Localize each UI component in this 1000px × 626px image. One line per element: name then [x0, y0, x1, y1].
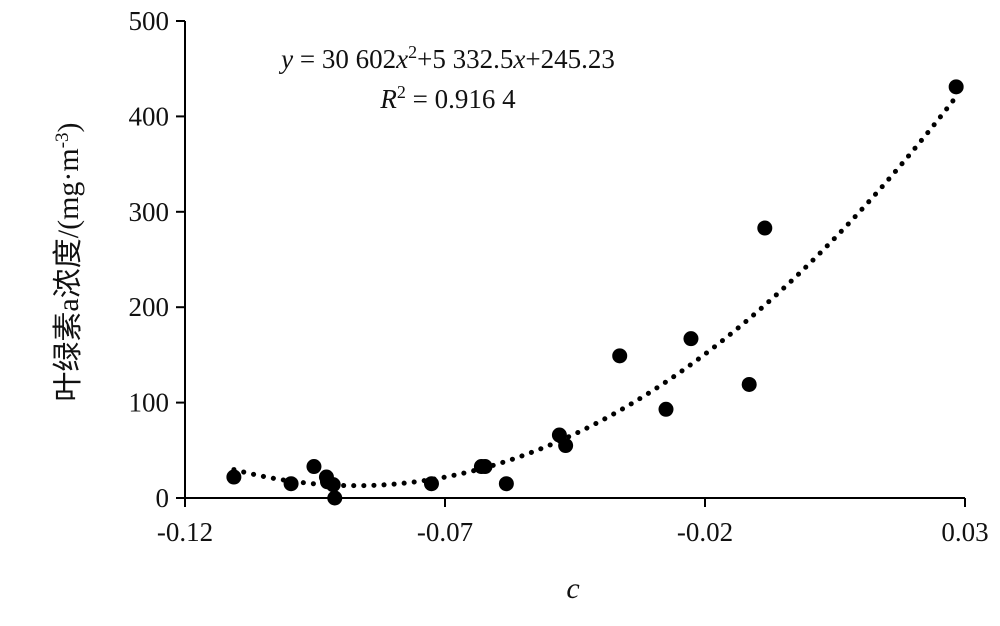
trendline: [231, 94, 959, 489]
y-axis-title: 叶绿素a浓度/(mg·m-3): [52, 122, 86, 401]
data-points: [226, 79, 964, 506]
y-axis-title-exponent: -3: [52, 132, 73, 148]
data-point: [948, 79, 964, 95]
data-point: [558, 438, 574, 454]
r2-exponent: 2: [397, 82, 406, 102]
ticks: 0 100 200 300 400 500 -0.12 -0.07 -0.02 0.03: [129, 6, 989, 547]
axes: [184, 21, 965, 499]
x-tick-label: -0.07: [417, 517, 473, 547]
data-point: [226, 469, 242, 485]
x-axis-title: c: [566, 572, 579, 605]
y-tick-label: 100: [129, 388, 170, 418]
equation-x-var: x: [512, 44, 525, 74]
equation-x-var: x: [395, 44, 408, 74]
x-tick-label: -0.12: [157, 517, 213, 547]
y-axis-title-close: ): [52, 122, 85, 132]
y-tick-label: 200: [129, 292, 170, 322]
data-point: [477, 459, 493, 475]
y-tick-label: 500: [129, 6, 170, 36]
data-point: [741, 376, 757, 392]
data-point: [498, 476, 514, 492]
x-tick-label: -0.02: [677, 517, 733, 547]
data-point: [612, 348, 628, 364]
r2-symbol: R: [379, 84, 397, 114]
data-point: [423, 476, 439, 492]
x-tick-label: 0.03: [941, 517, 988, 547]
y-axis-title-main: 叶绿素a浓度/(mg·m: [52, 148, 85, 401]
equation-exponent: 2: [408, 42, 417, 62]
data-point: [283, 476, 299, 492]
data-point: [658, 401, 674, 417]
r-squared-label: R2 = 0.916 4: [379, 82, 516, 114]
equation-coef-b: +5 332.5: [417, 44, 513, 74]
y-tick-label: 300: [129, 197, 170, 227]
data-point: [325, 477, 341, 493]
equation-coef-a: = 30 602: [293, 44, 396, 74]
regression-equation: y = 30 602x2+5 332.5x+245.23: [278, 42, 615, 74]
data-point: [683, 331, 699, 347]
r2-value: = 0.916 4: [406, 84, 516, 114]
y-tick-label: 400: [129, 101, 170, 131]
y-tick-label: 0: [156, 483, 170, 513]
data-point: [327, 490, 343, 506]
equation-y-var: y: [278, 44, 293, 74]
data-point: [757, 220, 773, 236]
equation-intercept: +245.23: [525, 44, 614, 74]
data-point: [306, 459, 322, 475]
